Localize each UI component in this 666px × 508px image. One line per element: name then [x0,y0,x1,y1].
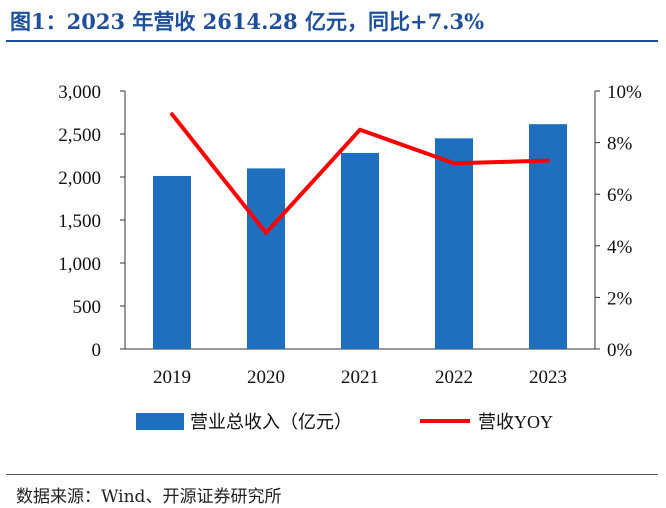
left-axis-ticks: 0 500 1,000 1,500 2,000 2,500 3,000 [58,82,125,361]
legend-line-label: 营收YOY [478,412,553,432]
bar-2021 [341,152,379,349]
source-note: 数据来源：Wind、开源证券研究所 [16,487,282,507]
chart-legend: 营业总收入（亿元） 营收YOY [136,412,553,432]
right-axis-ticks: 0% 2% 4% 6% 8% 10% [595,82,642,361]
right-tick-label: 4% [607,237,633,258]
footer-divider [6,474,658,475]
right-tick-label: 8% [607,134,633,155]
right-tick-label: 10% [607,82,642,103]
x-tick-label: 2021 [341,367,379,388]
bar-2023 [529,124,567,349]
combo-chart: 0 500 1,000 1,500 2,000 2,500 3,000 0% 2% 4% 6% 8%… [58,82,642,432]
bar-2020 [247,168,285,349]
revenue-bars [153,124,567,349]
x-tick-label: 2020 [247,367,285,388]
yoy-line [170,112,550,235]
left-tick-label: 2,500 [58,125,101,146]
left-tick-label: 0 [92,340,102,361]
legend-bar-label: 营业总收入（亿元） [190,412,352,432]
right-tick-label: 0% [607,340,633,361]
legend-bar-swatch [136,413,184,430]
left-tick-label: 1,500 [58,211,101,232]
x-tick-label: 2019 [153,367,191,388]
right-tick-label: 6% [607,185,633,206]
left-tick-label: 2,000 [58,168,101,189]
x-axis-labels: 2019 2020 2021 2022 2023 [153,367,567,388]
left-tick-label: 3,000 [58,82,101,103]
bar-2022 [435,138,473,349]
left-tick-label: 500 [73,297,102,318]
right-tick-label: 2% [607,288,633,309]
figure-title: 图1：2023 年营收 2614.28 亿元，同比+7.3% [10,9,485,34]
bar-2019 [153,175,191,349]
title-underline [6,40,658,42]
left-tick-label: 1,000 [58,254,101,275]
x-tick-label: 2022 [435,367,473,388]
x-tick-label: 2023 [529,367,567,388]
